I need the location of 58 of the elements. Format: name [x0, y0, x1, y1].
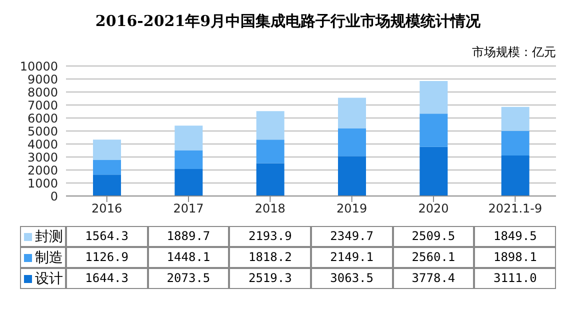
bar [256, 163, 284, 196]
bar [256, 111, 284, 140]
x-tick-label: 2021.1-9 [488, 202, 542, 216]
chart-title: 2016-2021年9月中国集成电路子行业市场规模统计情况 [94, 12, 482, 31]
bar [501, 156, 530, 196]
bar [501, 106, 530, 131]
y-axis-title: 市场规模：亿元 [472, 44, 556, 61]
y-tick-label: 7000 [27, 98, 58, 112]
bar [420, 146, 448, 196]
bar [93, 174, 121, 196]
legend-label: 封测 [35, 228, 63, 246]
x-tick-label: 2017 [173, 202, 204, 216]
bar [338, 156, 366, 196]
data-label: 2193.9 [229, 226, 311, 247]
bar [501, 130, 530, 156]
data-label: 1898.1 [474, 247, 556, 268]
y-tick-label: 8000 [27, 85, 58, 100]
data-label: 1644.3 [66, 268, 148, 289]
data-label: 2349.7 [311, 226, 393, 247]
y-tick-label: 1000 [27, 176, 58, 190]
x-tick-label: 2020 [418, 202, 449, 216]
data-label: 1126.9 [66, 247, 148, 268]
bar [256, 140, 284, 164]
y-tick-label: 5000 [27, 124, 58, 138]
bar [174, 126, 203, 150]
legend-label: 制造 [35, 248, 63, 266]
bar [338, 128, 366, 156]
bar [420, 80, 448, 114]
data-label: 2560.1 [392, 247, 474, 268]
data-label: 2149.1 [311, 247, 393, 268]
data-label: 2509.5 [392, 226, 474, 247]
y-tick-label: 4000 [27, 137, 58, 152]
data-label: 3778.4 [392, 268, 474, 289]
data-label: 1564.3 [66, 226, 148, 247]
x-tick-label: 2018 [254, 202, 286, 216]
y-tick-label: 10000 [20, 59, 58, 74]
data-label: 2519.3 [229, 268, 311, 289]
bar [93, 140, 121, 160]
data-label: 2073.5 [148, 268, 230, 289]
x-tick-label: 2019 [336, 202, 368, 216]
y-tick-label: 2000 [27, 163, 58, 178]
bar [93, 160, 121, 175]
bar [338, 98, 366, 128]
data-label: 1849.5 [474, 226, 556, 247]
bar [174, 150, 203, 170]
y-tick-label: 6000 [27, 111, 58, 126]
data-label: 1448.1 [148, 247, 230, 268]
y-tick-label: 9000 [27, 72, 58, 86]
legend-label: 设计 [35, 270, 63, 288]
data-label: 3063.5 [311, 268, 393, 289]
data-label: 1818.2 [229, 247, 311, 268]
data-label: 1889.7 [148, 226, 230, 247]
y-tick-label: 0 [50, 189, 58, 204]
data-label: 3111.0 [474, 268, 556, 289]
bar [420, 114, 448, 147]
bar [174, 169, 203, 196]
y-tick-label: 3000 [27, 150, 58, 164]
x-tick-label: 2016 [92, 202, 122, 216]
